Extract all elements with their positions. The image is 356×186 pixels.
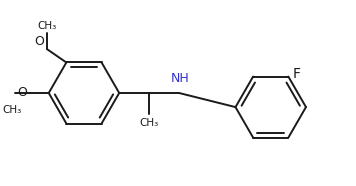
Text: O: O	[34, 35, 44, 48]
Text: F: F	[293, 67, 300, 81]
Text: CH₃: CH₃	[2, 105, 22, 115]
Text: CH₃: CH₃	[37, 21, 57, 31]
Text: O: O	[18, 86, 27, 99]
Text: NH: NH	[171, 72, 189, 85]
Text: CH₃: CH₃	[140, 118, 159, 128]
